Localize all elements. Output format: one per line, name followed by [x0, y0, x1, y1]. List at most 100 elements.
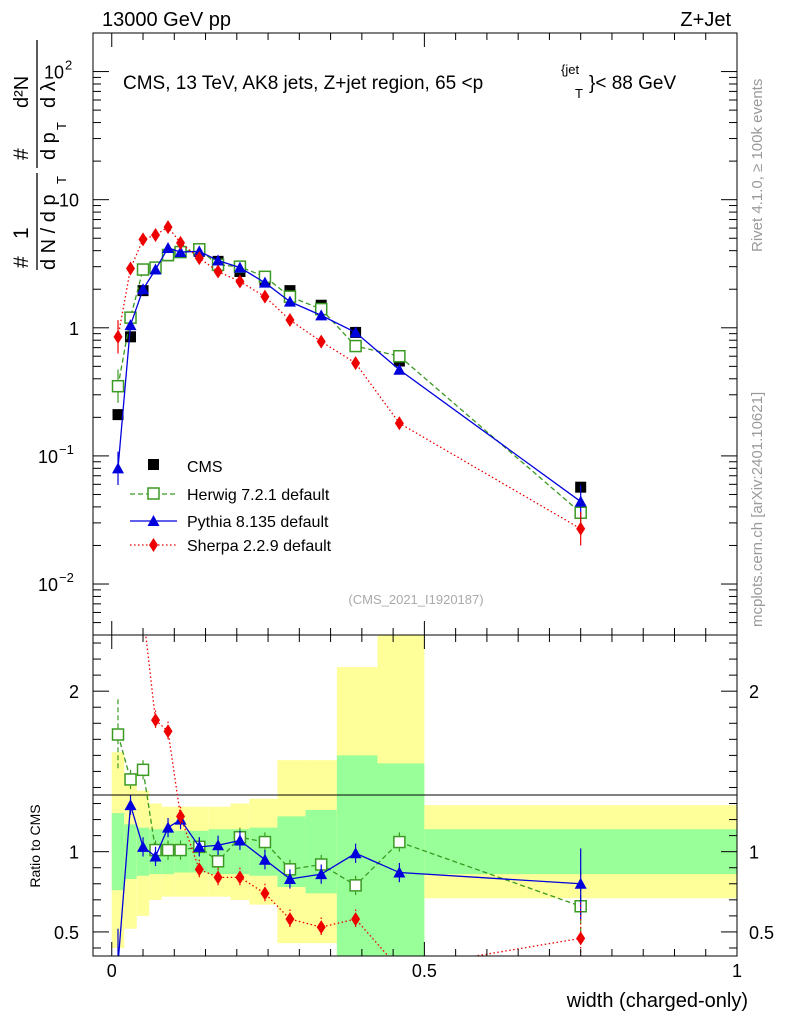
data-point-sherpa — [260, 289, 270, 304]
ratio-point-sherpa — [151, 713, 161, 728]
data-point-sherpa — [113, 329, 123, 344]
band-green — [124, 824, 137, 879]
ratio-point-pythia — [149, 850, 162, 862]
data-point-herwig — [349, 339, 362, 353]
ratio-point-sherpa — [194, 862, 204, 877]
ratio-point-sherpa — [576, 931, 586, 946]
data-point-pythia — [149, 263, 162, 275]
data-point-pythia — [137, 283, 150, 295]
ratio-point-herwig — [211, 855, 225, 868]
header-process: 13000 GeV pp — [102, 9, 231, 31]
title-subscript: T — [575, 86, 583, 101]
data-point-pythia — [193, 245, 206, 257]
main-series-layer — [111, 220, 587, 546]
legend-marker-pythia — [147, 515, 160, 526]
legend-label-sherpa: Sherpa 2.2.9 default — [187, 538, 332, 555]
ratio-point-pythia — [283, 872, 296, 884]
ratio-point-herwig — [124, 773, 137, 786]
data-point-sherpa — [176, 235, 186, 250]
main-y-tick-label: 10 — [59, 191, 79, 211]
data-point-sherpa — [213, 264, 223, 279]
data-point-sherpa — [163, 220, 173, 235]
data-point-herwig — [393, 349, 406, 363]
data-point-sherpa — [285, 313, 295, 328]
ratio-point-pythia — [393, 866, 406, 878]
ratio-point-sherpa — [316, 920, 326, 935]
ratio-y-tick-label-right: 0.5 — [749, 923, 774, 943]
data-point-pythia — [283, 295, 296, 307]
data-point-pythia — [112, 462, 125, 474]
ratio-point-pythia — [258, 853, 271, 865]
ratio-point-herwig — [349, 879, 362, 892]
ratio-point-pythia — [193, 840, 206, 852]
side-text-rivet: Rivet 4.1.0, ≥ 100k events — [749, 79, 766, 252]
analysis-id: (CMS_2021_I1920187) — [348, 592, 483, 607]
data-point-sherpa — [394, 416, 404, 431]
ratio-point-herwig — [258, 835, 272, 849]
legend-label-cms: CMS — [187, 459, 223, 476]
main-y-tick-label-exponent: −2 — [59, 570, 74, 585]
ratio-point-sherpa — [176, 809, 186, 824]
ratio-y-tick-label: 1 — [69, 843, 79, 863]
ratio-frame — [92, 634, 738, 957]
title-main: CMS, 13 TeV, AK8 jets, Z+jet region, 65 … — [123, 73, 483, 94]
ratio-point-herwig — [136, 763, 150, 777]
y-label-hash-1: # — [10, 256, 33, 268]
ratio-point-sherpa — [260, 886, 270, 901]
data-point-pythia — [258, 276, 271, 288]
data-point-herwig — [111, 379, 125, 393]
ratio-point-sherpa — [351, 912, 361, 927]
main-y-tick-label-exponent: −1 — [59, 442, 74, 457]
data-point-pythia — [174, 246, 187, 258]
side-text-mcplots: mcplots.cern.ch [arXiv:2401.10621] — [749, 392, 766, 627]
x-axis-label: width (charged-only) — [566, 990, 748, 1012]
legend-label-herwig: Herwig 7.2.1 default — [187, 487, 330, 504]
y-label-sub-t-2: T — [54, 122, 69, 130]
y-label-dn-dpt: d N / d p — [38, 194, 60, 270]
data-point-sherpa — [235, 274, 245, 289]
legend-label-pythia: Pythia 8.135 default — [187, 514, 329, 531]
ratio-point-sherpa — [163, 724, 173, 739]
data-point-sherpa — [576, 521, 586, 536]
data-point-pythia — [315, 309, 328, 321]
data-point-sherpa — [126, 261, 136, 276]
main-y-tick-label-exponent: 2 — [65, 58, 72, 73]
ratio-y-tick-label-right: 1 — [749, 843, 759, 863]
y-label-sub-t: T — [54, 176, 69, 184]
ratio-point-sherpa — [213, 870, 223, 885]
ratio-axis-label: Ratio to CMS — [27, 804, 43, 887]
y-label-dpt: d p — [38, 132, 60, 160]
data-point-pythia — [124, 319, 137, 331]
data-point-sherpa — [316, 334, 326, 349]
y-label-dlambda: d λ — [38, 81, 60, 108]
ratio-point-herwig — [111, 728, 125, 741]
ratio-point-pythia — [574, 877, 587, 889]
ratio-point-pythia — [124, 799, 137, 811]
ratio-point-sherpa — [285, 912, 295, 927]
band-green — [377, 763, 425, 956]
header-analysis-tag: Z+Jet — [680, 9, 731, 31]
data-point-cms — [125, 331, 137, 343]
legend-marker-herwig — [147, 487, 160, 500]
main-y-tick-label-base: 10 — [38, 447, 58, 467]
title-superscript: {jet — [561, 62, 579, 77]
data-point-pythia — [393, 363, 406, 375]
data-point-cms — [112, 409, 124, 421]
data-point-pythia — [349, 326, 362, 338]
ratio-axis-ticks: 0 0.5 1 2 2 1 1 0.5 0.5 — [54, 635, 774, 981]
ratio-point-sherpa — [126, 459, 135, 473]
x-tick-label: 0 — [107, 961, 117, 981]
y-axis-label: # 1 d N / d p T # d²N d p T d λ — [10, 40, 69, 270]
ratio-y-tick-label: 2 — [69, 682, 79, 702]
ratio-point-pythia — [349, 847, 362, 859]
ratio-point-herwig — [393, 835, 406, 849]
ratio-plot-panel: 0 0.5 1 2 2 1 1 0.5 0.5 — [54, 459, 774, 981]
ratio-point-sherpa — [235, 870, 245, 885]
ratio-point-pythia — [162, 821, 175, 833]
ratio-point-herwig — [161, 843, 175, 857]
data-point-sherpa — [151, 228, 161, 243]
ratio-point-sherpa — [395, 962, 404, 976]
